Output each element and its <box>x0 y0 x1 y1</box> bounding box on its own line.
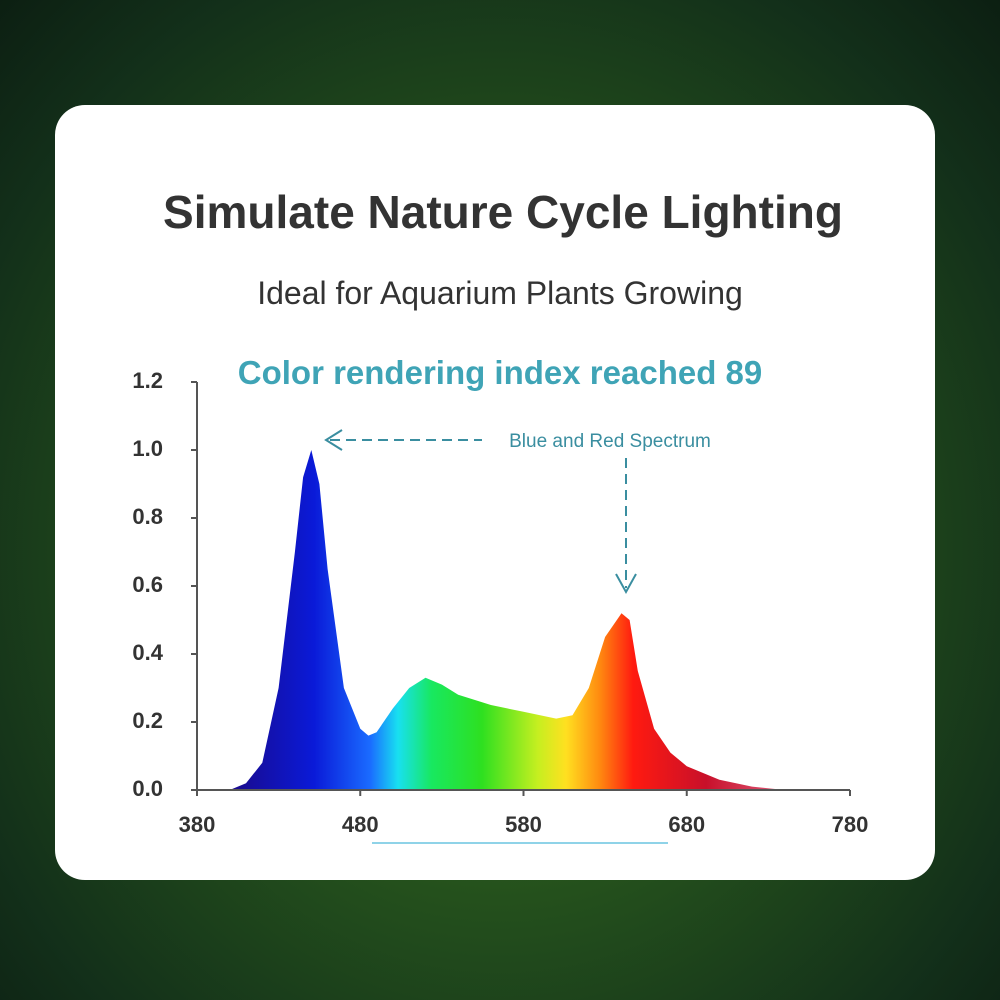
x-tick-label: 780 <box>832 812 869 837</box>
y-tick-label: 0.6 <box>132 572 163 597</box>
y-tick-label: 1.0 <box>132 436 163 461</box>
y-tick-label: 0.2 <box>132 708 163 733</box>
title: Simulate Nature Cycle Lighting <box>163 186 843 238</box>
y-tick-label: 0.8 <box>132 504 163 529</box>
x-tick-label: 380 <box>179 812 216 837</box>
x-tick-label: 580 <box>505 812 542 837</box>
x-tick-label: 680 <box>668 812 705 837</box>
annotation: Blue and Red Spectrum <box>509 431 711 452</box>
spectrum-area <box>229 450 785 790</box>
annotation-arrows <box>324 429 637 595</box>
y-tick-label: 0.0 <box>132 776 163 801</box>
x-tick-label: 480 <box>342 812 379 837</box>
plot: 0.0 0.2 0.4 0.6 0.8 1.0 1.2 380 480 580 680 780 <box>132 368 868 837</box>
subtitle: Ideal for Aquarium Plants Growing <box>257 275 743 311</box>
chart-title: Color rendering index reached 89 <box>238 354 763 391</box>
y-tick-label: 1.2 <box>132 368 163 393</box>
y-tick-label: 0.4 <box>132 640 163 665</box>
